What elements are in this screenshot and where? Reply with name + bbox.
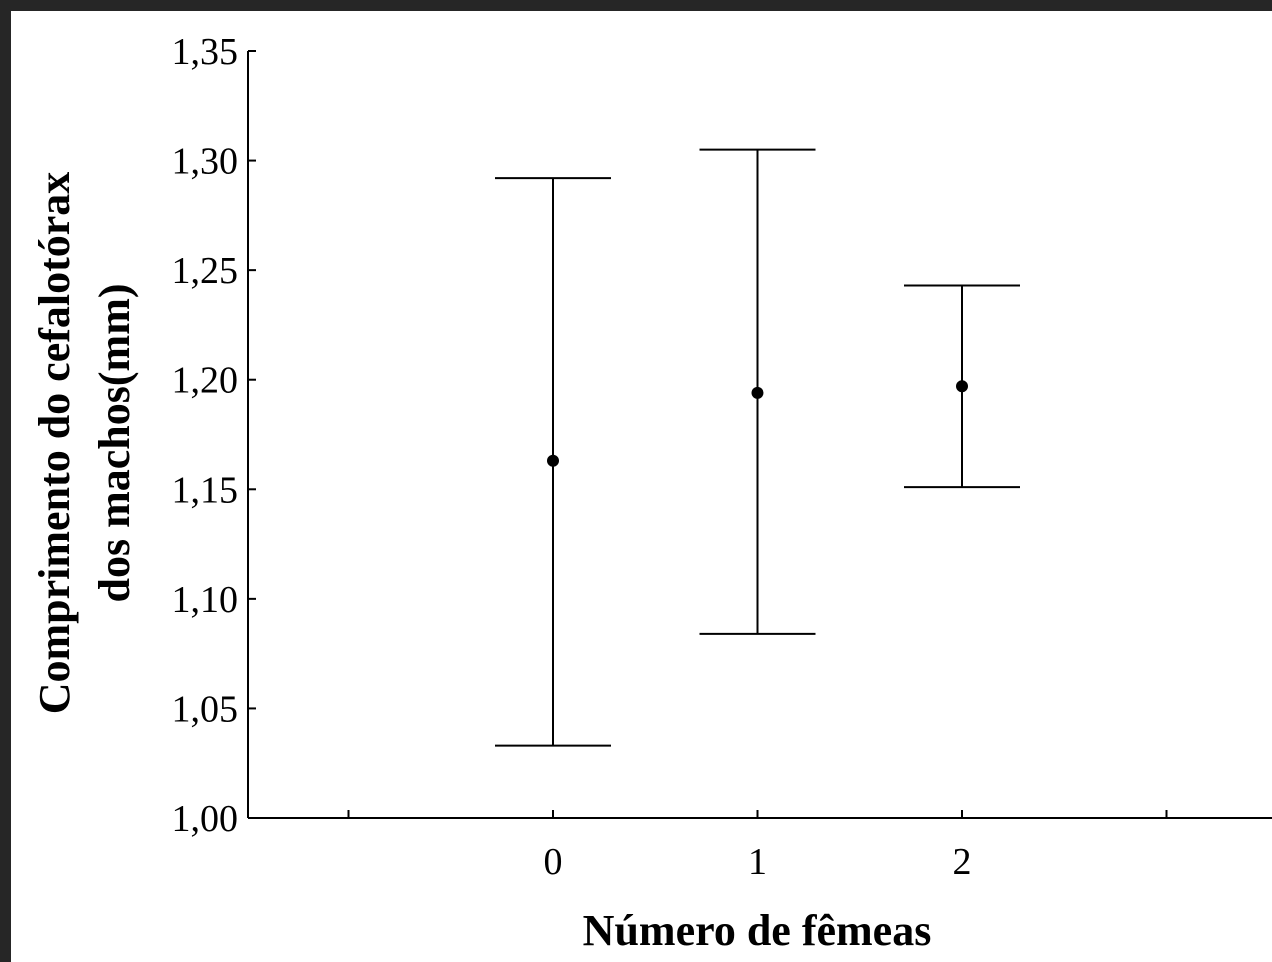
error-bar-group (495, 177, 611, 747)
y-tick-label: 1,15 (172, 469, 239, 511)
x-tick-label: 2 (953, 841, 972, 883)
y-axis-ticks: 1,00 1,05 1,10 1,15 1,20 1,25 1,30 1,35 (172, 31, 256, 840)
x-tick-label: 1 (748, 841, 767, 883)
y-tick-label: 1,30 (172, 141, 239, 183)
y-tick-label: 1,10 (172, 579, 239, 621)
error-bar-group (904, 284, 1020, 489)
y-tick-label: 1,25 (172, 250, 239, 292)
y-tick-label: 1,35 (172, 31, 239, 73)
y-tick-label: 1,20 (172, 360, 239, 402)
error-bar-chart: 1,00 1,05 1,10 1,15 1,20 1,25 1,30 1,35 0 1 2 Núm… (30, 31, 1272, 955)
y-axis-title-line-2: dos machos(mm) (90, 284, 139, 603)
mean-point (956, 380, 968, 393)
y-tick-label: 1,00 (172, 798, 239, 840)
axes (247, 51, 1272, 819)
y-tick-label: 1,05 (172, 688, 239, 730)
error-bar-group (699, 148, 816, 635)
mean-point (751, 386, 764, 399)
error-bars (495, 148, 1020, 747)
chart-frame: 1,00 1,05 1,10 1,15 1,20 1,25 1,30 1,35 0 1 2 Núm… (11, 11, 1272, 962)
y-axis-title-line-1: Comprimento do cefalotórax (30, 172, 79, 715)
mean-point (547, 454, 559, 467)
x-axis-ticks: 0 1 2 (347, 810, 1168, 883)
x-axis-title: Número de fêmeas (583, 906, 932, 955)
x-tick-label: 0 (544, 841, 563, 883)
